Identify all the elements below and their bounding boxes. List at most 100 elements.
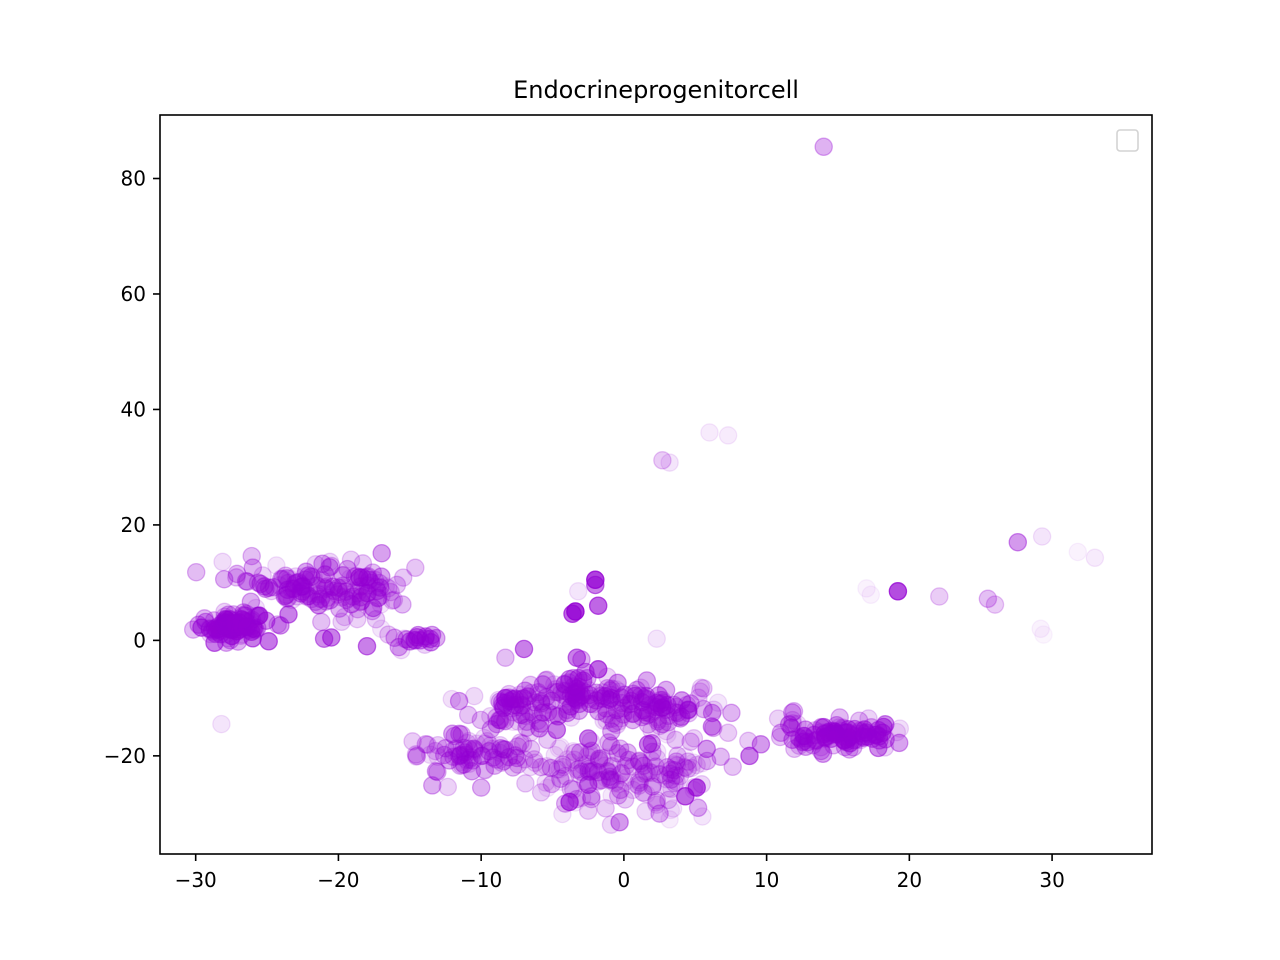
data-point xyxy=(647,697,666,717)
data-point xyxy=(366,577,386,596)
data-point xyxy=(610,774,629,794)
data-point xyxy=(697,739,716,759)
data-point xyxy=(597,711,616,730)
data-point xyxy=(678,700,698,720)
data-point xyxy=(522,683,541,703)
data-point xyxy=(630,752,649,771)
data-point xyxy=(489,710,509,730)
data-point xyxy=(242,622,261,642)
data-point xyxy=(671,709,690,728)
data-point xyxy=(350,580,369,600)
x-tick-label: −10 xyxy=(460,868,502,892)
data-point xyxy=(490,743,509,762)
data-point xyxy=(816,729,835,748)
data-point xyxy=(296,579,315,599)
data-point xyxy=(771,723,791,743)
data-point xyxy=(840,734,860,753)
data-point xyxy=(853,727,873,746)
data-point xyxy=(415,635,435,654)
data-point xyxy=(978,589,998,609)
data-point xyxy=(382,591,402,610)
data-point xyxy=(556,766,575,786)
data-point xyxy=(537,757,556,776)
data-point xyxy=(649,686,668,705)
data-point xyxy=(496,688,515,708)
data-point xyxy=(403,732,422,751)
data-point xyxy=(588,596,608,615)
y-tick-label: 20 xyxy=(121,513,146,537)
data-point xyxy=(636,802,655,821)
data-point xyxy=(462,761,482,781)
data-point xyxy=(858,724,878,744)
data-point xyxy=(985,595,1005,614)
data-point xyxy=(549,682,568,702)
data-point xyxy=(670,766,690,786)
data-point xyxy=(580,689,599,709)
data-point xyxy=(397,630,416,649)
data-point xyxy=(838,719,858,739)
data-point xyxy=(565,750,584,770)
data-point xyxy=(606,772,625,792)
data-point xyxy=(381,582,400,602)
data-point xyxy=(568,688,588,708)
data-point xyxy=(513,734,533,754)
data-point xyxy=(353,583,373,602)
data-point xyxy=(660,810,679,829)
data-point xyxy=(494,740,513,759)
data-point xyxy=(770,727,790,747)
data-point xyxy=(631,678,651,697)
data-point xyxy=(238,572,257,591)
data-point xyxy=(751,735,771,754)
data-point xyxy=(309,585,328,604)
data-point xyxy=(528,711,548,731)
data-point xyxy=(204,611,224,630)
data-point xyxy=(451,745,470,765)
data-point xyxy=(615,685,634,705)
data-point xyxy=(461,748,481,767)
data-point xyxy=(615,772,635,792)
data-point xyxy=(372,586,391,605)
chart-title: Endocrineprogenitorcell xyxy=(513,76,799,104)
data-point xyxy=(646,700,666,719)
data-point xyxy=(655,697,674,717)
data-point xyxy=(324,581,344,601)
data-point xyxy=(440,751,459,770)
data-point xyxy=(633,701,653,720)
data-point xyxy=(384,590,404,610)
data-point xyxy=(427,628,446,648)
data-point xyxy=(454,755,474,774)
data-point xyxy=(526,693,545,712)
data-point xyxy=(447,747,466,766)
data-point xyxy=(550,760,570,779)
data-point xyxy=(531,783,551,802)
data-point xyxy=(537,688,556,707)
data-point xyxy=(603,756,622,776)
data-point xyxy=(456,745,475,764)
data-point xyxy=(651,690,670,710)
x-tick-label: 0 xyxy=(618,868,631,892)
data-point xyxy=(790,736,809,755)
data-point xyxy=(833,718,853,738)
data-point xyxy=(625,686,645,706)
data-point xyxy=(510,698,529,717)
data-point xyxy=(632,692,652,712)
data-point xyxy=(1031,619,1050,639)
data-point xyxy=(640,695,660,715)
data-point xyxy=(595,686,615,706)
data-point xyxy=(328,585,347,604)
data-point xyxy=(643,777,662,796)
data-point xyxy=(533,703,553,722)
data-point xyxy=(642,763,662,783)
data-point xyxy=(647,795,666,814)
data-point xyxy=(536,671,555,690)
data-point xyxy=(647,749,667,768)
data-point xyxy=(646,757,665,776)
data-point xyxy=(553,755,572,774)
data-point xyxy=(567,690,586,710)
data-point xyxy=(844,738,863,757)
data-point xyxy=(336,582,356,601)
data-point xyxy=(586,691,606,710)
data-points xyxy=(183,137,1105,834)
data-point xyxy=(340,569,360,588)
